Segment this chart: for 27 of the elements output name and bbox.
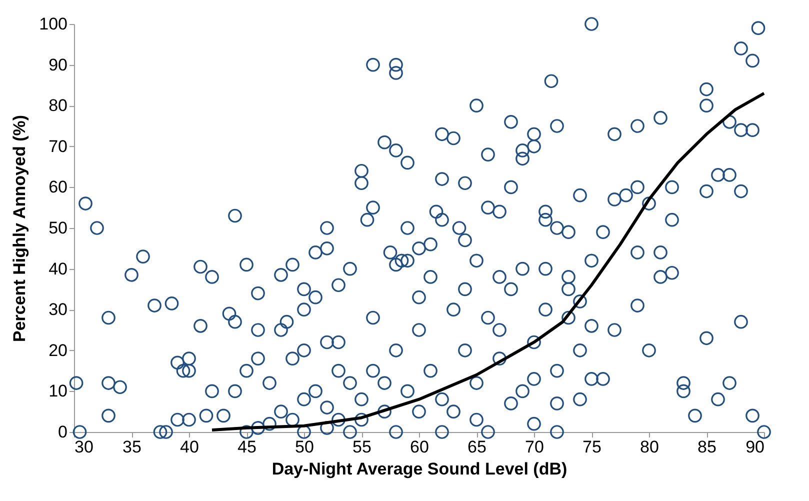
x-tick-label: 50	[295, 438, 314, 456]
x-tick-label: 30	[74, 438, 94, 456]
y-tick-label: 100	[39, 14, 68, 34]
y-tick-label: 80	[48, 96, 68, 116]
y-tick-label: 10	[48, 382, 68, 401]
x-tick-label: 70	[525, 438, 544, 456]
y-tick-label: 50	[48, 218, 68, 238]
y-tick-label: 60	[48, 178, 68, 197]
x-tick-label: 75	[582, 438, 602, 456]
x-tick-label: 60	[410, 438, 429, 456]
y-tick-label: 0	[58, 422, 68, 442]
y-tick-label: 90	[48, 55, 68, 74]
y-tick-label: 40	[48, 259, 68, 278]
x-tick-label: 65	[468, 438, 486, 456]
y-axis-title: Percent Highly Annoyed (%)	[10, 114, 30, 342]
x-tick-label: 35	[122, 438, 142, 456]
x-axis-title: Day-Night Average Sound Level (dB)	[272, 460, 568, 478]
x-tick-label: 85	[698, 438, 716, 456]
x-tick-label: 80	[640, 438, 659, 456]
y-tick-label: 70	[48, 136, 68, 156]
x-tick-label: 40	[180, 438, 199, 456]
x-tick-label: 55	[352, 438, 372, 456]
y-tick-label: 20	[48, 340, 68, 360]
x-tick-label: 45	[238, 438, 256, 456]
y-tick-label: 30	[48, 300, 68, 320]
x-tick-label: 90	[746, 438, 764, 456]
line-series	[210, 92, 766, 432]
